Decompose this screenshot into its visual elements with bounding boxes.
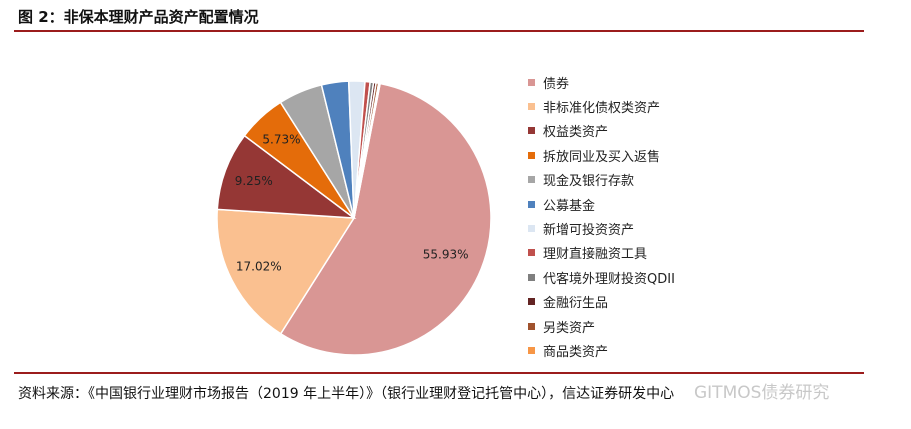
pie-data-label: 5.73%	[262, 133, 300, 147]
title-rule	[14, 30, 864, 32]
legend-swatch	[528, 346, 535, 354]
legend-item: 现金及银行存款	[528, 168, 728, 192]
legend-label: 非标准化债权类资产	[543, 101, 661, 117]
legend-label: 商品类资产	[543, 344, 609, 360]
legend-label: 另类资产	[543, 320, 596, 336]
legend-item: 商品类资产	[528, 338, 728, 362]
legend-label: 新增可投资资产	[543, 223, 635, 239]
legend-label: 金融衍生品	[543, 296, 609, 312]
legend-item: 债券	[528, 70, 728, 94]
legend-item: 公募基金	[528, 192, 728, 216]
legend-item: 另类资产	[528, 314, 728, 338]
figure-title: 图 2：非保本理财产品资产配置情况	[18, 8, 259, 26]
legend-label: 公募基金	[543, 198, 596, 214]
pie-slice	[216, 208, 356, 335]
pie-data-label: 55.93%	[423, 247, 469, 261]
legend-swatch	[528, 127, 535, 135]
legend-swatch	[528, 176, 535, 184]
legend-item: 新增可投资资产	[528, 216, 728, 240]
legend-item: 非标准化债权类资产	[528, 94, 728, 118]
legend-swatch	[528, 78, 535, 86]
legend-item: 权益类资产	[528, 119, 728, 143]
pie-slice	[279, 82, 492, 356]
legend-label: 债券	[543, 76, 570, 92]
legend-swatch	[528, 225, 535, 233]
legend-label: 现金及银行存款	[543, 174, 635, 190]
legend-swatch	[528, 249, 535, 257]
legend-label: 代客境外理财投资QDII	[543, 271, 675, 287]
legend-swatch	[528, 298, 535, 306]
chart-legend: 债券非标准化债权类资产 权益类资产拆放同业及买入返售 现金及银行存款 公募基金新增可投…	[528, 70, 728, 363]
legend-item: 拆放同业及买入返售	[528, 143, 728, 167]
legend-swatch	[528, 103, 535, 111]
watermark: GITMOS债券研究	[692, 378, 832, 403]
source-note: 资料来源：《中国银行业理财市场报告（2019 年上半年）》（银行业理财登记托管中…	[18, 386, 675, 402]
pie-data-label: 17.02%	[236, 260, 282, 274]
legend-swatch	[528, 273, 535, 281]
legend-label: 理财直接融资工具	[543, 247, 648, 263]
legend-swatch	[528, 322, 535, 330]
pie-data-label: 9.25%	[235, 174, 273, 188]
pie-slice	[216, 134, 357, 219]
legend-item: 金融衍生品	[528, 290, 728, 314]
source-rule	[14, 372, 864, 374]
legend-label: 权益类资产	[543, 125, 609, 141]
legend-item: 代客境外理财投资QDII	[528, 265, 728, 289]
legend-item: 理财直接融资工具	[528, 241, 728, 265]
legend-label: 拆放同业及买入返售	[543, 149, 661, 165]
pie-slice	[353, 82, 382, 219]
legend-swatch	[528, 151, 535, 159]
legend-swatch	[528, 200, 535, 208]
